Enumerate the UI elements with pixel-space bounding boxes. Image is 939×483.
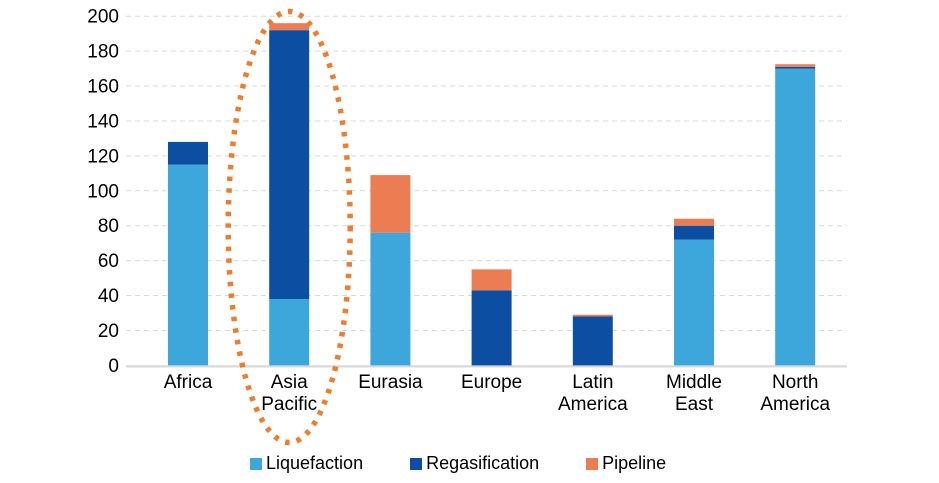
y-tick-label: 140	[87, 111, 119, 132]
category-label: Middle	[666, 372, 722, 393]
highlight-ellipse	[225, 8, 353, 446]
bar-segment-pipeline	[572, 314, 613, 317]
y-tick-label: 100	[87, 181, 119, 202]
y-tick-label: 40	[98, 286, 119, 307]
y-tick-label: 60	[98, 251, 119, 272]
bar-segment-liquefaction	[269, 299, 310, 366]
bars	[168, 23, 816, 366]
category-label: Pacific	[261, 394, 317, 415]
legend-item-liquefaction: Liquefaction	[250, 453, 363, 474]
category-label: Eurasia	[358, 372, 423, 393]
bar-segment-regasification	[471, 290, 512, 366]
category-label: North	[772, 372, 818, 393]
y-tick-label: 0	[108, 356, 119, 377]
category-label: Europe	[461, 372, 522, 393]
bar-segment-pipeline	[269, 23, 310, 31]
category-label: Africa	[164, 372, 213, 393]
bar-segment-pipeline	[370, 175, 411, 233]
bar-segment-pipeline	[674, 218, 714, 226]
bar-segment-liquefaction	[775, 68, 816, 366]
legend-swatch-pipeline	[586, 457, 599, 470]
category-label: Asia	[271, 372, 308, 393]
bar-segment-liquefaction	[674, 239, 714, 366]
y-tick-label: 160	[87, 77, 119, 98]
category-label: America	[558, 394, 628, 415]
bar-segment-pipeline	[775, 64, 816, 67]
category-label: America	[760, 394, 830, 415]
y-tick-label: 80	[98, 216, 119, 237]
bar-segment-liquefaction	[168, 164, 208, 366]
legend-swatch-regasification	[410, 457, 423, 470]
chart-legend: Liquefaction Regasification Pipeline	[250, 453, 666, 474]
category-label: Latin	[572, 372, 613, 393]
legend-swatch-liquefaction	[250, 457, 262, 470]
legend-label: Liquefaction	[266, 453, 364, 473]
bar-segment-regasification	[775, 66, 816, 69]
y-tick-label: 200	[87, 7, 119, 28]
y-tick-label: 180	[87, 42, 119, 63]
y-tick-label: 120	[87, 146, 119, 167]
legend-label: Pipeline	[602, 453, 667, 473]
bar-segment-regasification	[674, 225, 714, 240]
y-tick-label: 20	[98, 321, 119, 342]
bar-segment-liquefaction	[370, 232, 411, 366]
legend-label: Regasification	[426, 453, 540, 473]
bar-segment-regasification	[269, 30, 310, 300]
bar-segment-pipeline	[471, 269, 512, 291]
y-axis-labels: 0 20 40 60 80 100 120 140 160 180 200	[87, 7, 119, 377]
legend-item-pipeline: Pipeline	[586, 453, 666, 474]
category-label: East	[675, 394, 714, 415]
bar-segment-regasification	[572, 316, 613, 366]
bar-segment-regasification	[168, 141, 208, 165]
legend-item-regasification: Regasification	[410, 453, 539, 474]
